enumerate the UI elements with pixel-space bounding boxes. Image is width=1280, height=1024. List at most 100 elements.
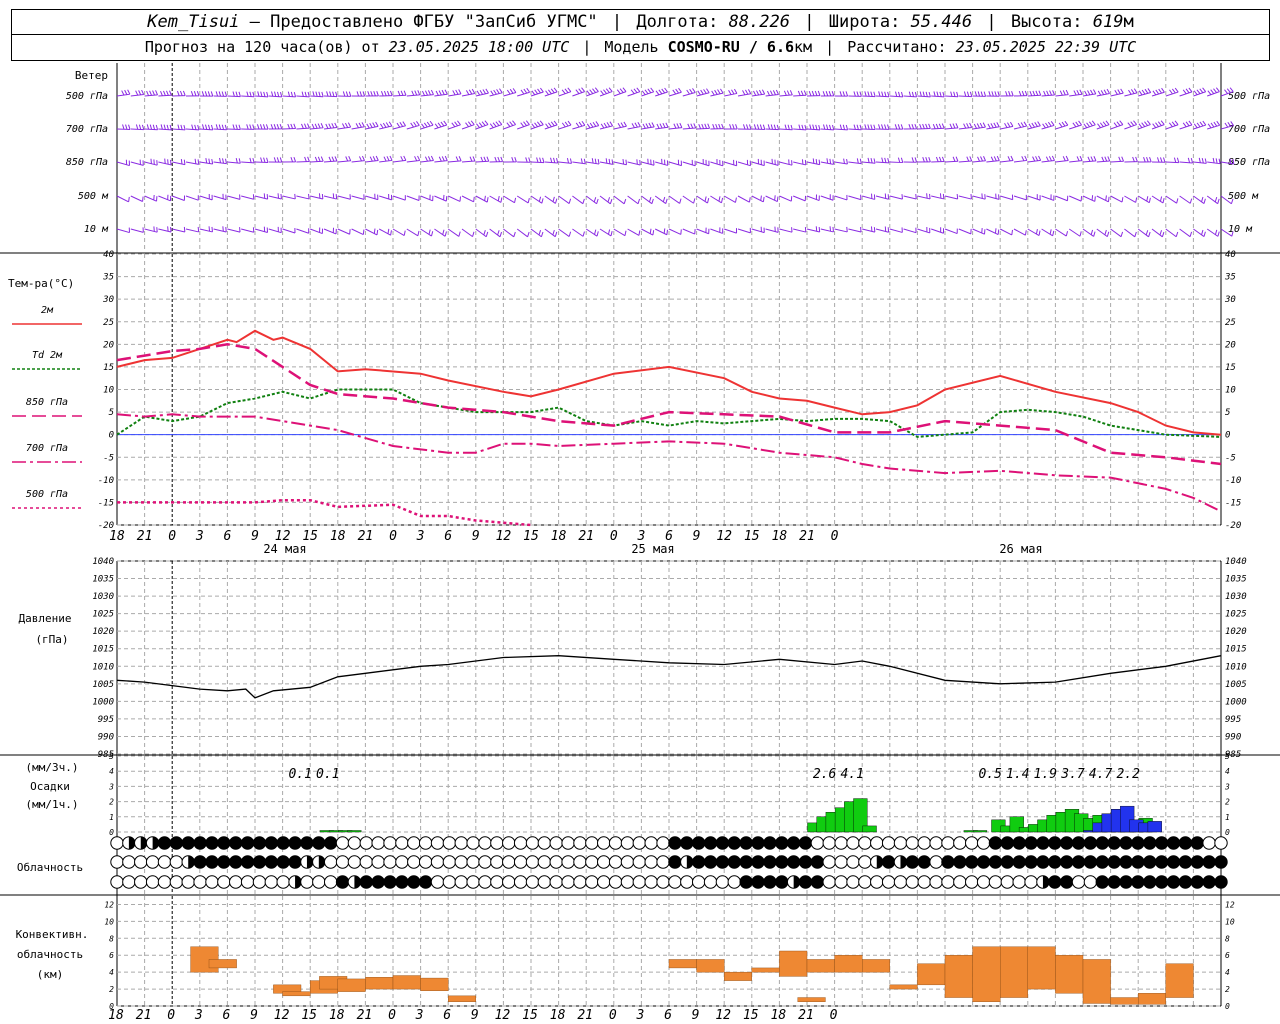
barb-flag (1127, 122, 1132, 127)
wind-barb (779, 90, 793, 97)
barb-flag (990, 156, 994, 162)
barb-flag (973, 123, 978, 129)
cloud-cover-symbol (941, 855, 955, 869)
barb-flag (567, 87, 572, 93)
barb-flag (326, 91, 329, 97)
wind-barb (1220, 87, 1234, 97)
barb-flag (329, 91, 332, 97)
barb-flag (692, 88, 696, 93)
cloud-cover-symbol (775, 836, 789, 850)
barb-flag (385, 122, 390, 127)
barb-flag (191, 124, 194, 130)
barb-staff (834, 195, 848, 201)
latitude-label: Широта: (828, 12, 901, 32)
wind-barb (903, 123, 918, 130)
barb-flag (1086, 122, 1091, 128)
barb-staff (241, 161, 255, 164)
barb-flag (735, 124, 738, 130)
barb-flag (470, 120, 475, 125)
cloud-label: Облачность (17, 861, 83, 874)
barb-flag (1201, 229, 1204, 235)
barb-flag (742, 90, 746, 96)
barb-flag (512, 88, 517, 93)
cloud-cover-symbol (786, 855, 801, 869)
barb-flag (734, 197, 737, 203)
barb-flag (146, 124, 150, 130)
barb-staff (337, 228, 350, 235)
cloud-cover-symbol (668, 855, 682, 869)
barb-staff (779, 195, 792, 202)
barb-flag (818, 159, 821, 165)
barb-flag (197, 226, 200, 232)
barb-flag (842, 124, 846, 130)
wind-barb (185, 195, 199, 201)
wind-level-label: 700 гПа (66, 124, 108, 135)
cloud-cover-symbol (312, 875, 326, 889)
cloud-cover-symbol (965, 855, 979, 869)
cloud-cover-symbol (988, 836, 1003, 850)
barb-flag (586, 90, 591, 95)
wind-barb (461, 228, 475, 238)
conv-cloud-bar (806, 959, 835, 973)
barb-flag (721, 197, 724, 203)
cloud-cover-symbol (1083, 855, 1098, 869)
cloud-cover-symbol (1166, 855, 1181, 869)
barb-staff (806, 228, 820, 233)
cloud-cover-symbol (110, 836, 124, 850)
barb-flag (142, 196, 144, 202)
wind-barb (917, 156, 931, 163)
barb-flag (922, 91, 925, 97)
cloud-cover-symbol (110, 875, 124, 889)
barb-flag (271, 91, 274, 97)
barb-flag (801, 124, 804, 130)
barb-flag (1100, 90, 1105, 95)
cloud-cover-symbol (110, 855, 124, 869)
wind-barb (503, 88, 517, 97)
barb-flag (1091, 195, 1094, 201)
barb-staff (448, 160, 462, 163)
barb-flag (804, 159, 807, 166)
wind-barb (185, 158, 200, 165)
barb-flag (561, 122, 566, 128)
cloud-cover-symbol (715, 875, 730, 889)
barb-flag (1050, 121, 1055, 126)
wind-barb (323, 156, 338, 163)
cloud-cover-symbol (644, 875, 658, 889)
temp-tick-left: -10 (98, 476, 114, 486)
barb-flag (367, 91, 370, 97)
cloud-cover-symbol (1071, 875, 1086, 889)
barb-flag (1141, 122, 1146, 127)
barb-flag (341, 123, 346, 129)
wind-barb (1082, 89, 1097, 97)
wind-barb (1055, 120, 1069, 130)
barb-flag (706, 88, 710, 94)
wind-barb (1055, 195, 1069, 202)
cloud-cover-symbol (822, 836, 836, 850)
cloud-cover-symbol (751, 855, 765, 869)
cloud-cover-symbol (300, 875, 314, 889)
barb-flag (410, 122, 414, 128)
barb-flag (1190, 157, 1194, 164)
barb-flag (197, 159, 200, 165)
altitude-label: Высота: (1010, 12, 1083, 32)
barb-flag (1174, 120, 1179, 126)
wind-barb (379, 90, 393, 97)
wind-barb (737, 89, 752, 97)
barb-flag (480, 156, 484, 162)
wind-barb (889, 91, 904, 98)
barb-staff (875, 228, 889, 233)
barb-flag (493, 89, 497, 95)
wind-barb (323, 193, 338, 200)
wind-barb (834, 194, 848, 201)
barb-flag (1157, 121, 1162, 126)
cloud-cover-symbol (561, 875, 575, 889)
barb-flag (594, 158, 597, 164)
wind-barb (682, 159, 696, 167)
barb-flag (589, 89, 594, 94)
barb-flag (803, 90, 807, 96)
barb-flag (135, 124, 139, 130)
wind-barb (585, 228, 599, 237)
barb-flag (468, 89, 473, 95)
barb-staff (1206, 228, 1219, 237)
wind-barb (572, 87, 586, 97)
